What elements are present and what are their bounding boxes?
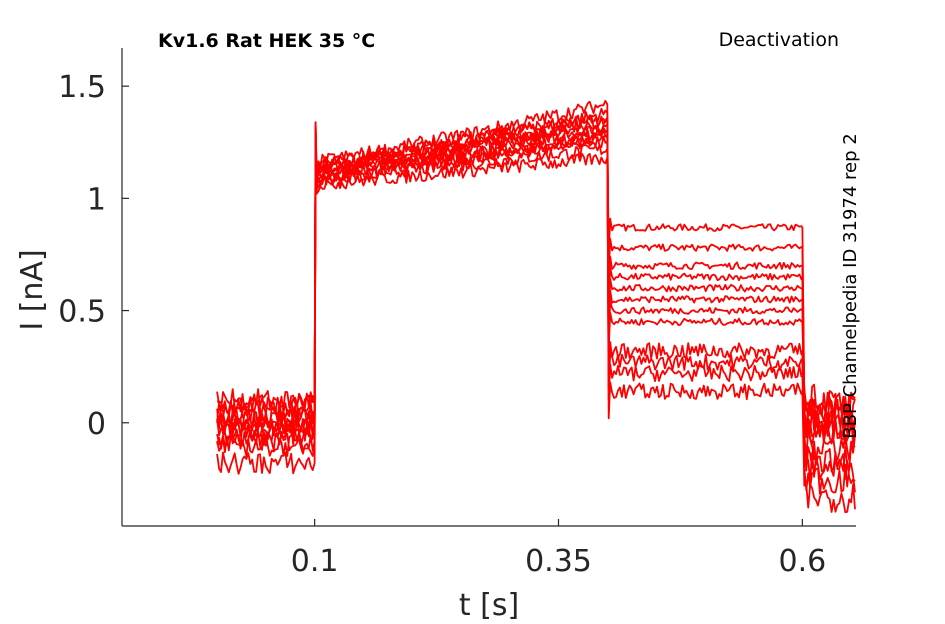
x-tick-label: 0.6 <box>778 544 826 579</box>
chart-title: Kv1.6 Rat HEK 35 °C <box>158 30 375 52</box>
x-tick-label: 0.1 <box>291 544 339 579</box>
current-trace-8 <box>216 115 856 417</box>
x-tick-group: 0.1 0.35 0.6 <box>291 519 826 579</box>
source-id-label: BBP Channelpedia ID 31974 rep 2 <box>840 133 861 438</box>
y-tick-label: 1.5 <box>58 70 106 105</box>
x-axis-title: t [s] <box>459 588 519 623</box>
current-trace-3 <box>216 130 856 438</box>
y-tick-label: 0.5 <box>58 295 106 330</box>
current-trace-6 <box>217 99 856 422</box>
current-trace-1 <box>216 128 856 429</box>
y-tick-label: 1 <box>87 182 106 217</box>
protocol-label: Deactivation <box>719 29 839 51</box>
trace-group <box>216 99 856 514</box>
current-trace-9 <box>216 135 856 473</box>
current-trace-11 <box>216 124 856 495</box>
y-tick-label: 0 <box>87 407 106 442</box>
x-tick-label: 0.35 <box>525 544 592 579</box>
current-trace-7 <box>216 143 856 462</box>
y-tick-group: 0 0.5 1 1.5 <box>58 70 129 442</box>
y-axis-title: I [nA] <box>15 249 50 330</box>
current-trace-12 <box>216 132 856 514</box>
